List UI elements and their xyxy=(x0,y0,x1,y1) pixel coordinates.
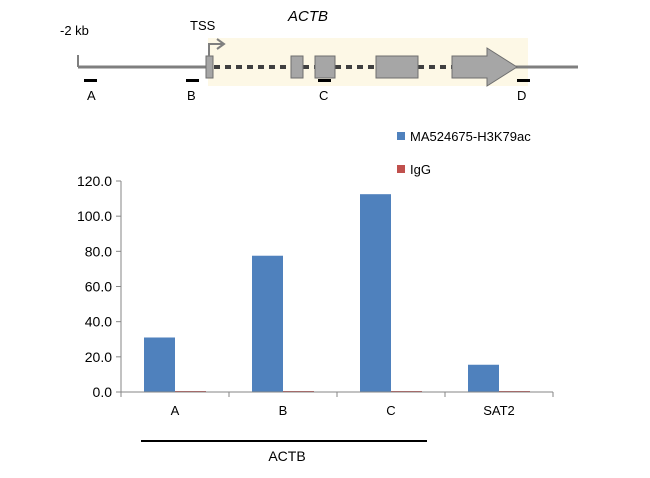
legend-label-h3k79ac: MA524675-H3K79ac xyxy=(410,129,531,144)
x-tick-label: C xyxy=(386,403,395,418)
primer-label-b: B xyxy=(187,88,196,103)
y-tick-label: 80.0 xyxy=(85,243,112,259)
y-tick-label: 0.0 xyxy=(93,384,113,400)
primer-label-c: C xyxy=(319,88,328,103)
legend-swatch-h3k79ac xyxy=(397,132,405,140)
y-axis: 0.0 20.0 40.0 60.0 80.0 100.0 120.0 xyxy=(77,173,122,400)
exon-5-arrow xyxy=(451,47,518,87)
primer-label-a: A xyxy=(87,88,96,103)
bar-h3k79ac xyxy=(252,255,283,392)
y-tick-label: 100.0 xyxy=(77,208,112,224)
primer-d-bar xyxy=(517,79,530,82)
legend-swatch-igg xyxy=(397,165,405,173)
primer-c-bar xyxy=(318,79,331,82)
x-tick-label: SAT2 xyxy=(483,403,515,418)
tss-arrow-head xyxy=(216,38,226,50)
exon-3 xyxy=(314,55,336,79)
gene-name-label: ACTB xyxy=(287,8,328,25)
y-tick-label: 60.0 xyxy=(85,279,112,295)
y-tick-label: 120.0 xyxy=(77,173,112,189)
exon-2 xyxy=(290,55,304,79)
primer-a-bar xyxy=(84,79,97,82)
legend: MA524675-H3K79ac IgG xyxy=(397,129,531,177)
bar-h3k79ac xyxy=(468,364,499,392)
upstream-label: -2 kb xyxy=(60,23,89,38)
primer-b-bar xyxy=(186,79,199,82)
tss-arrow xyxy=(208,43,222,56)
group-bracket: ACTB xyxy=(141,440,427,464)
primer-label-d: D xyxy=(517,88,526,103)
y-tick-label: 40.0 xyxy=(85,314,112,330)
x-tick-label: B xyxy=(279,403,288,418)
bar-h3k79ac xyxy=(360,194,391,392)
legend-label-igg: IgG xyxy=(410,162,431,177)
x-axis: A B C SAT2 xyxy=(120,391,554,418)
bar-h3k79ac xyxy=(144,337,175,392)
y-tick-label: 20.0 xyxy=(85,349,112,365)
bars xyxy=(144,194,530,392)
exon-4 xyxy=(375,55,419,79)
gene-diagram: -2 kb TSS ACTB A B C D xyxy=(60,8,578,103)
exon-1 xyxy=(205,55,214,79)
tss-label: TSS xyxy=(190,18,216,33)
x-tick-label: A xyxy=(171,403,180,418)
bar-chart: 0.0 20.0 40.0 60.0 80.0 100.0 120.0 A B C SAT2 MA… xyxy=(77,129,554,464)
group-bracket-label: ACTB xyxy=(268,448,305,464)
